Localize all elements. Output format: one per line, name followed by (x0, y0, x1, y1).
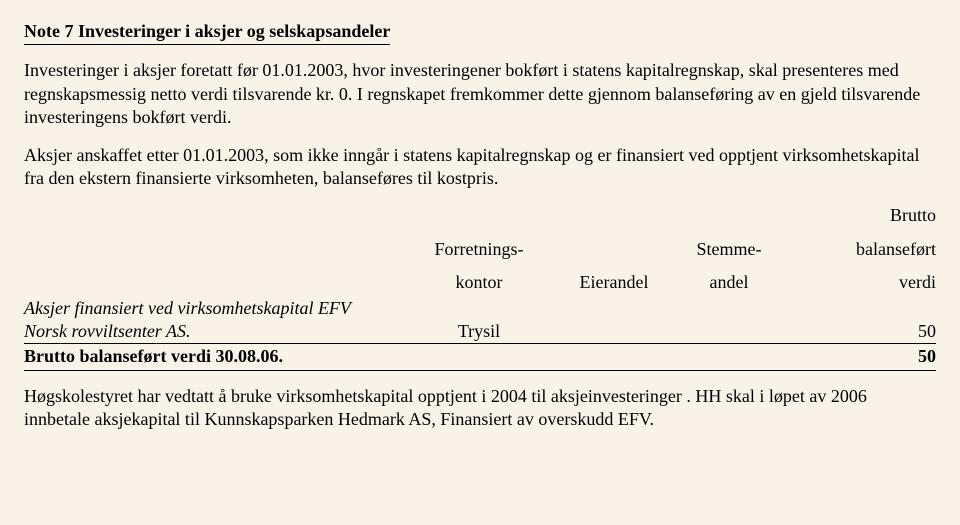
paragraph-2: Aksjer anskaffet etter 01.01.2003, som i… (24, 144, 936, 191)
section-heading: Aksjer finansiert ved virksomhetskapital… (24, 297, 936, 320)
note-title: Note 7 Investeringer i aksjer og selskap… (24, 20, 390, 45)
row-kontor: Trysil (404, 320, 554, 343)
table-header-row-1: Brutto (24, 204, 936, 227)
table-header-row-3: kontor Eierandel andel verdi (24, 271, 936, 294)
header-balansefort: balanseført (784, 238, 936, 261)
header-verdi: verdi (784, 271, 936, 294)
table-header-row-2: Forretnings- Stemme- balanseført (24, 238, 936, 261)
total-row: Brutto balanseført verdi 30.08.06. 50 (24, 343, 936, 370)
header-stemme: Stemme- (674, 238, 784, 261)
total-value: 50 (876, 345, 936, 368)
header-eierandel: Eierandel (554, 271, 674, 294)
header-forretnings: Forretnings- (404, 238, 554, 261)
table-row: Norsk rovviltsenter AS. Trysil 50 (24, 320, 936, 343)
row-value: 50 (784, 320, 936, 343)
header-kontor: kontor (404, 271, 554, 294)
total-label: Brutto balanseført verdi 30.08.06. (24, 345, 876, 368)
header-andel: andel (674, 271, 784, 294)
row-name: Norsk rovviltsenter AS. (24, 320, 404, 343)
paragraph-1: Investeringer i aksjer foretatt før 01.0… (24, 59, 936, 129)
paragraph-3: Høgskolestyret har vedtatt å bruke virks… (24, 385, 936, 432)
header-brutto: Brutto (784, 204, 936, 227)
